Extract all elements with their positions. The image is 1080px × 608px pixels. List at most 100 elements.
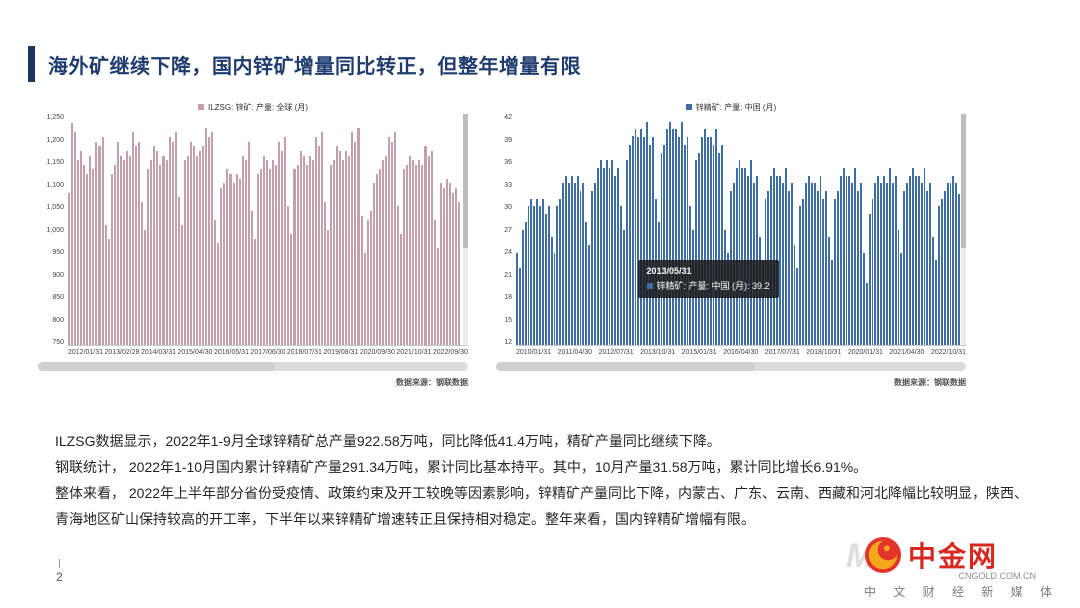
bar[interactable] — [214, 220, 217, 345]
bar[interactable] — [83, 164, 86, 345]
bar[interactable] — [848, 175, 851, 345]
bar[interactable] — [651, 137, 654, 345]
bar[interactable] — [141, 201, 144, 345]
bar[interactable] — [384, 155, 387, 345]
bar[interactable] — [906, 183, 909, 345]
bar[interactable] — [302, 155, 305, 345]
bar[interactable] — [738, 160, 741, 345]
bar[interactable] — [330, 164, 333, 345]
bar[interactable] — [220, 187, 223, 345]
bar[interactable] — [744, 167, 747, 345]
bar[interactable] — [226, 169, 229, 345]
bar[interactable] — [131, 132, 135, 345]
bar[interactable] — [107, 238, 110, 345]
bar[interactable] — [445, 178, 448, 345]
bar[interactable] — [900, 252, 903, 345]
bar[interactable] — [897, 229, 900, 345]
bar[interactable] — [669, 121, 672, 345]
bar[interactable] — [562, 183, 565, 345]
bar[interactable] — [101, 137, 104, 345]
bar[interactable] — [741, 167, 744, 345]
bar[interactable] — [128, 155, 131, 345]
bar[interactable] — [599, 160, 602, 345]
bar[interactable] — [147, 169, 150, 345]
bar[interactable] — [174, 132, 177, 345]
bar[interactable] — [611, 160, 614, 345]
bar[interactable] — [727, 252, 729, 345]
bar[interactable] — [550, 237, 553, 345]
bar[interactable] — [122, 160, 125, 345]
bar[interactable] — [926, 191, 929, 345]
bar[interactable] — [104, 224, 107, 345]
bar[interactable] — [718, 152, 721, 345]
bar[interactable] — [542, 198, 544, 345]
chart-plot-area[interactable]: 2013/05/31 锌精矿: 产量: 中国 (月): 39.2 — [516, 114, 966, 346]
horizontal-scrollbar-thumb[interactable] — [496, 362, 755, 371]
bar[interactable] — [634, 129, 637, 345]
bar[interactable] — [180, 224, 183, 345]
bar[interactable] — [284, 137, 287, 345]
bar[interactable] — [241, 155, 244, 345]
bar[interactable] — [712, 144, 715, 345]
bar[interactable] — [311, 160, 314, 345]
bar[interactable] — [539, 206, 542, 345]
bar[interactable] — [366, 220, 369, 345]
horizontal-scrollbar-thumb[interactable] — [38, 362, 275, 371]
bar[interactable] — [576, 175, 579, 345]
bar[interactable] — [909, 175, 912, 345]
vertical-scrollbar-thumb[interactable] — [961, 114, 966, 248]
bar[interactable] — [232, 183, 235, 345]
bar[interactable] — [113, 164, 116, 345]
bar[interactable] — [235, 174, 238, 345]
bar[interactable] — [715, 129, 718, 345]
bar[interactable] — [674, 129, 677, 345]
bar[interactable] — [427, 155, 430, 345]
bar[interactable] — [854, 167, 857, 345]
bar[interactable] — [894, 175, 897, 345]
bar[interactable] — [631, 135, 634, 345]
bar[interactable] — [272, 160, 275, 345]
bar[interactable] — [159, 164, 162, 345]
bar[interactable] — [805, 183, 807, 345]
bar[interactable] — [381, 160, 384, 345]
bar[interactable] — [211, 132, 214, 345]
bar[interactable] — [266, 160, 269, 345]
bar[interactable] — [686, 137, 689, 345]
bar[interactable] — [949, 183, 952, 345]
bar[interactable] — [68, 192, 71, 345]
bar[interactable] — [761, 260, 764, 345]
bar[interactable] — [891, 183, 894, 345]
bar[interactable] — [585, 221, 588, 345]
bar[interactable] — [594, 183, 596, 345]
bar[interactable] — [165, 160, 168, 345]
bar[interactable] — [839, 175, 842, 345]
bar[interactable] — [819, 175, 822, 345]
bar[interactable] — [458, 201, 461, 345]
bar[interactable] — [640, 129, 643, 345]
bar[interactable] — [865, 283, 868, 345]
bar[interactable] — [568, 183, 570, 345]
bar[interactable] — [596, 167, 599, 345]
bar[interactable] — [195, 155, 199, 345]
bar[interactable] — [874, 183, 877, 345]
bar[interactable] — [946, 183, 949, 345]
bar[interactable] — [387, 137, 390, 345]
bar[interactable] — [183, 160, 186, 345]
bar[interactable] — [622, 229, 625, 345]
bar[interactable] — [938, 206, 940, 345]
bar[interactable] — [89, 155, 92, 345]
bar[interactable] — [95, 141, 98, 345]
bar[interactable] — [256, 174, 259, 345]
bar[interactable] — [354, 141, 357, 345]
bar[interactable] — [773, 167, 776, 345]
bar[interactable] — [333, 160, 336, 345]
bar[interactable] — [409, 155, 412, 345]
bar[interactable] — [168, 137, 171, 345]
bar[interactable] — [296, 164, 299, 345]
bar[interactable] — [802, 198, 805, 345]
bar[interactable] — [314, 137, 317, 345]
bar[interactable] — [608, 167, 611, 345]
bar[interactable] — [433, 220, 436, 345]
bar[interactable] — [706, 137, 709, 345]
horizontal-scrollbar[interactable] — [38, 362, 468, 371]
